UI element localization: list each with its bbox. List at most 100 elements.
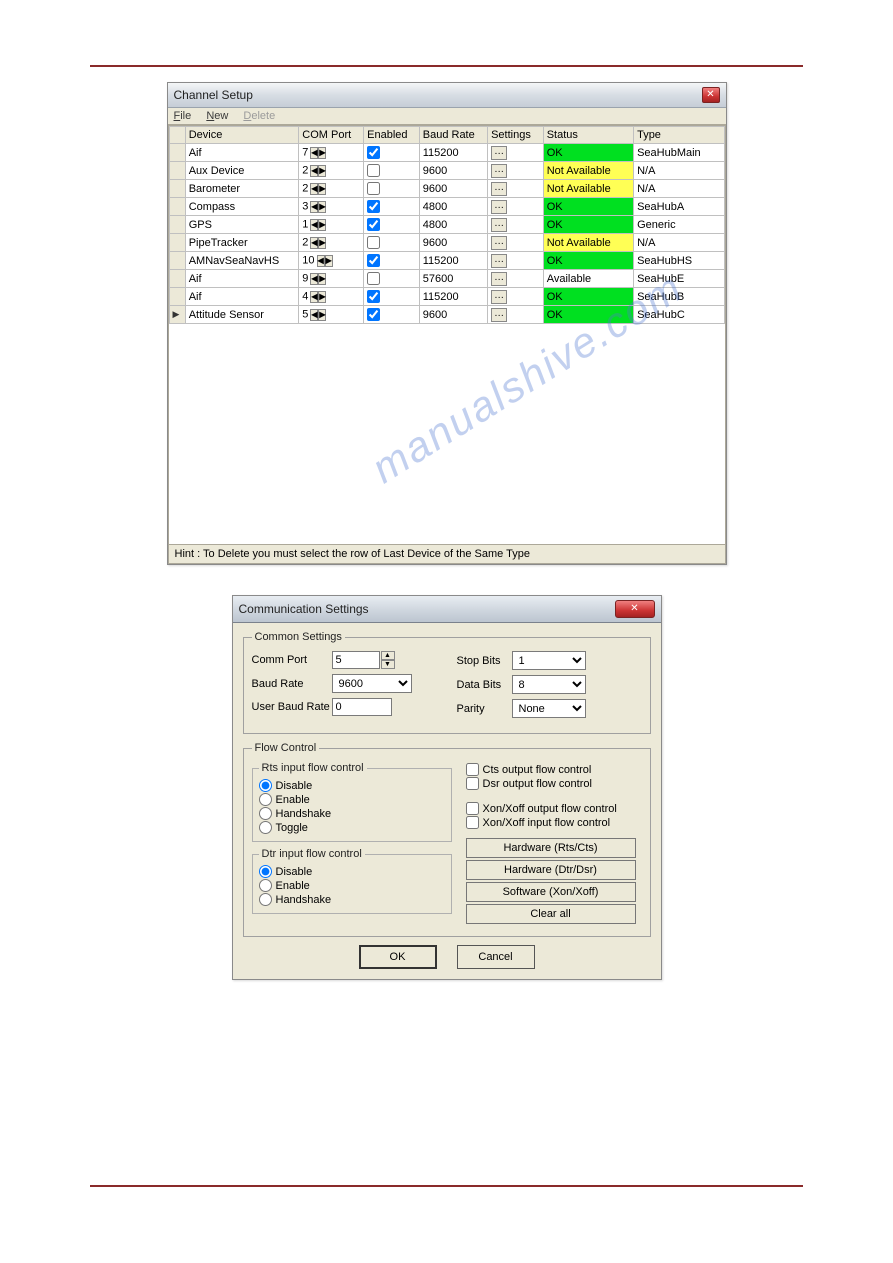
menu-delete[interactable]: Delete <box>243 110 275 122</box>
menu-new[interactable]: New <box>206 110 228 122</box>
com-port-spinner[interactable]: ◀▶ <box>310 308 326 321</box>
cell-settings[interactable]: … <box>488 270 544 288</box>
settings-button[interactable]: … <box>491 290 507 304</box>
table-row[interactable]: AMNavSeaNavHS10◀▶115200…OKSeaHubHS <box>169 252 724 270</box>
cell-enabled[interactable] <box>364 288 420 306</box>
com-port-spinner[interactable]: ◀▶ <box>310 164 326 177</box>
com-port-spinner[interactable]: ◀▶ <box>310 272 326 285</box>
cell-com-port[interactable]: 7◀▶ <box>299 144 364 162</box>
comm-port-input[interactable] <box>332 651 380 669</box>
settings-button[interactable]: … <box>491 146 507 160</box>
cell-com-port[interactable]: 3◀▶ <box>299 198 364 216</box>
xon-in-checkbox[interactable] <box>466 816 479 829</box>
table-row[interactable]: GPS1◀▶4800…OKGeneric <box>169 216 724 234</box>
enabled-checkbox[interactable] <box>367 290 380 303</box>
clear-all-button[interactable]: Clear all <box>466 904 636 924</box>
parity-select[interactable]: None <box>512 699 586 718</box>
cell-enabled[interactable] <box>364 162 420 180</box>
cell-enabled[interactable] <box>364 234 420 252</box>
settings-button[interactable]: … <box>491 182 507 196</box>
settings-button[interactable]: … <box>491 200 507 214</box>
cell-settings[interactable]: … <box>488 288 544 306</box>
cell-enabled[interactable] <box>364 306 420 324</box>
table-row[interactable]: PipeTracker2◀▶9600…Not AvailableN/A <box>169 234 724 252</box>
rts-disable-radio[interactable] <box>259 779 272 792</box>
dtr-handshake-radio[interactable] <box>259 893 272 906</box>
ok-button[interactable]: OK <box>359 945 437 969</box>
cell-enabled[interactable] <box>364 252 420 270</box>
table-row[interactable]: Aux Device2◀▶9600…Not AvailableN/A <box>169 162 724 180</box>
cell-enabled[interactable] <box>364 216 420 234</box>
cell-enabled[interactable] <box>364 180 420 198</box>
settings-button[interactable]: … <box>491 218 507 232</box>
hw-rts-button[interactable]: Hardware (Rts/Cts) <box>466 838 636 858</box>
enabled-checkbox[interactable] <box>367 146 380 159</box>
enabled-checkbox[interactable] <box>367 254 380 267</box>
cell-settings[interactable]: … <box>488 180 544 198</box>
cell-settings[interactable]: … <box>488 234 544 252</box>
cell-com-port[interactable]: 2◀▶ <box>299 234 364 252</box>
table-row[interactable]: Aif4◀▶115200…OKSeaHubB <box>169 288 724 306</box>
cell-settings[interactable]: … <box>488 306 544 324</box>
cell-com-port[interactable]: 9◀▶ <box>299 270 364 288</box>
rts-handshake-radio[interactable] <box>259 807 272 820</box>
rts-toggle-radio[interactable] <box>259 821 272 834</box>
cell-enabled[interactable] <box>364 144 420 162</box>
stop-bits-select[interactable]: 1 <box>512 651 586 670</box>
settings-button[interactable]: … <box>491 272 507 286</box>
rts-enable-radio[interactable] <box>259 793 272 806</box>
enabled-checkbox[interactable] <box>367 236 380 249</box>
table-row[interactable]: Aif9◀▶57600…AvailableSeaHubE <box>169 270 724 288</box>
settings-button[interactable]: … <box>491 164 507 178</box>
dtr-disable-radio[interactable] <box>259 865 272 878</box>
cell-com-port[interactable]: 2◀▶ <box>299 162 364 180</box>
table-row[interactable]: ▶Attitude Sensor5◀▶9600…OKSeaHubC <box>169 306 724 324</box>
com-port-spinner[interactable]: ◀▶ <box>310 200 326 213</box>
cell-com-port[interactable]: 4◀▶ <box>299 288 364 306</box>
dsr-checkbox[interactable] <box>466 777 479 790</box>
sw-xon-button[interactable]: Software (Xon/Xoff) <box>466 882 636 902</box>
hw-dtr-button[interactable]: Hardware (Dtr/Dsr) <box>466 860 636 880</box>
enabled-checkbox[interactable] <box>367 200 380 213</box>
enabled-checkbox[interactable] <box>367 182 380 195</box>
cell-com-port[interactable]: 2◀▶ <box>299 180 364 198</box>
data-bits-select[interactable]: 8 <box>512 675 586 694</box>
cell-settings[interactable]: … <box>488 216 544 234</box>
cell-com-port[interactable]: 1◀▶ <box>299 216 364 234</box>
menu-file[interactable]: File <box>174 110 192 122</box>
cell-com-port[interactable]: 5◀▶ <box>299 306 364 324</box>
comm-port-spinner[interactable]: ▲▼ <box>381 651 395 669</box>
enabled-checkbox[interactable] <box>367 164 380 177</box>
enabled-checkbox[interactable] <box>367 272 380 285</box>
comm-settings-window: Communication Settings ✕ Common Settings… <box>232 595 662 980</box>
cell-com-port[interactable]: 10◀▶ <box>299 252 364 270</box>
close-icon[interactable]: ✕ <box>702 87 720 103</box>
baud-rate-select[interactable]: 9600 <box>332 674 412 693</box>
cell-settings[interactable]: … <box>488 252 544 270</box>
com-port-spinner[interactable]: ◀▶ <box>317 254 333 267</box>
dtr-enable-radio[interactable] <box>259 879 272 892</box>
com-port-spinner[interactable]: ◀▶ <box>310 218 326 231</box>
enabled-checkbox[interactable] <box>367 218 380 231</box>
settings-button[interactable]: … <box>491 254 507 268</box>
cell-settings[interactable]: … <box>488 198 544 216</box>
xon-out-checkbox[interactable] <box>466 802 479 815</box>
close-icon[interactable]: ✕ <box>615 600 655 618</box>
user-baud-input[interactable] <box>332 698 392 716</box>
com-port-spinner[interactable]: ◀▶ <box>310 146 326 159</box>
cell-settings[interactable]: … <box>488 162 544 180</box>
com-port-spinner[interactable]: ◀▶ <box>310 236 326 249</box>
cancel-button[interactable]: Cancel <box>457 945 535 969</box>
table-row[interactable]: Barometer2◀▶9600…Not AvailableN/A <box>169 180 724 198</box>
cts-checkbox[interactable] <box>466 763 479 776</box>
cell-enabled[interactable] <box>364 270 420 288</box>
table-row[interactable]: Compass3◀▶4800…OKSeaHubA <box>169 198 724 216</box>
settings-button[interactable]: … <box>491 236 507 250</box>
com-port-spinner[interactable]: ◀▶ <box>310 182 326 195</box>
com-port-spinner[interactable]: ◀▶ <box>310 290 326 303</box>
settings-button[interactable]: … <box>491 308 507 322</box>
cell-settings[interactable]: … <box>488 144 544 162</box>
enabled-checkbox[interactable] <box>367 308 380 321</box>
cell-enabled[interactable] <box>364 198 420 216</box>
table-row[interactable]: Aif7◀▶115200…OKSeaHubMain <box>169 144 724 162</box>
